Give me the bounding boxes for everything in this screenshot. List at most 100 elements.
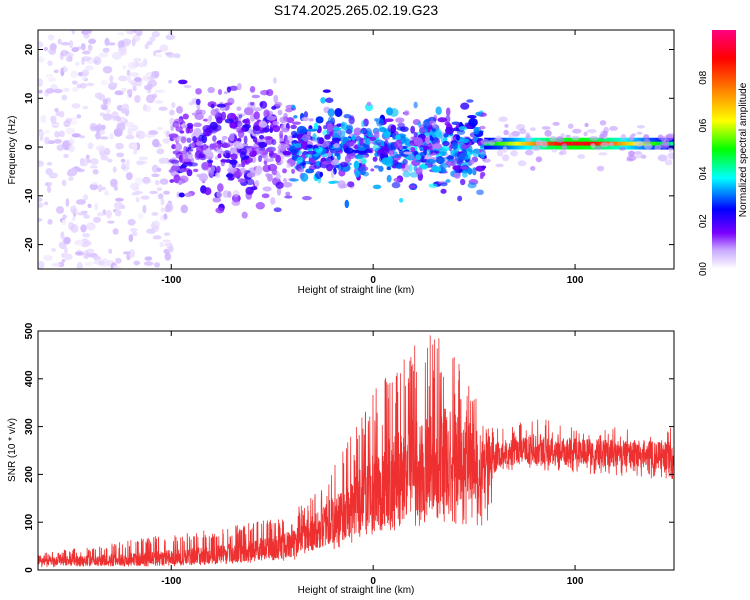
heat-blob [475, 111, 482, 117]
heat-blob [413, 101, 418, 109]
heat-blob [75, 199, 86, 205]
heat-blob [67, 138, 75, 145]
heat-blob [182, 158, 192, 163]
spectrogram-ylabel: Frequency (Hz) [7, 116, 18, 185]
halo-blob [549, 135, 558, 142]
heat-blob [95, 131, 101, 140]
heat-blob [47, 219, 53, 225]
heat-blob [51, 262, 62, 267]
band-core [626, 141, 629, 146]
halo-blob [555, 136, 565, 143]
heat-blob [473, 126, 480, 135]
heat-blob [366, 101, 372, 107]
heat-blob [281, 127, 290, 133]
band-core [582, 141, 585, 146]
heat-blob [156, 54, 163, 58]
heat-blob [456, 129, 466, 135]
heat-blob [364, 103, 374, 112]
heat-blob [357, 146, 367, 151]
halo-blob [517, 160, 527, 167]
heat-blob [249, 85, 256, 93]
heat-blob [93, 255, 102, 261]
band-core [617, 141, 620, 146]
halo-blob [643, 143, 653, 150]
heat-blob [85, 82, 95, 87]
halo-blob [608, 142, 614, 147]
colorbar-tick-label: 0.0 [698, 262, 709, 276]
heat-blob [402, 170, 411, 178]
heat-blob [87, 44, 93, 52]
halo-blob [503, 129, 509, 136]
heat-blob [359, 137, 364, 146]
heat-blob [424, 135, 431, 145]
heat-blob [236, 106, 242, 111]
heat-blob [43, 47, 48, 51]
heat-blob [164, 252, 172, 261]
heat-blob [50, 247, 57, 252]
heat-blob [133, 260, 141, 266]
heat-blob [93, 216, 101, 223]
heat-blob [48, 77, 57, 82]
heat-blob [217, 140, 221, 149]
heat-blob [220, 159, 228, 163]
heat-blob [68, 144, 75, 153]
halo-blob [636, 124, 646, 129]
heat-blob [453, 172, 461, 179]
heat-blob [269, 123, 275, 130]
heat-blob [127, 218, 136, 226]
band-core [523, 141, 526, 146]
halo-blob [635, 151, 643, 159]
band-core [667, 141, 670, 146]
heat-blob [151, 211, 159, 216]
heat-blob [153, 262, 161, 268]
spectrogram-frame [37, 29, 675, 270]
heat-blob [325, 97, 334, 103]
heat-blob [125, 134, 135, 140]
heat-blob [74, 239, 84, 246]
heat-blob [274, 101, 283, 107]
heat-blob [151, 173, 160, 178]
heat-blob [94, 202, 99, 211]
heat-blob [155, 49, 162, 53]
heat-blob [100, 79, 109, 86]
heat-blob [69, 116, 78, 126]
heat-blob [290, 124, 297, 130]
heat-blob [120, 163, 127, 170]
heat-blob [136, 130, 144, 135]
heat-blob [156, 187, 162, 192]
heat-blob [38, 89, 43, 94]
heat-blob [71, 103, 81, 109]
heat-blob [327, 151, 332, 157]
heat-blob [168, 30, 173, 36]
heat-blob [332, 127, 342, 131]
heat-blob [419, 146, 424, 151]
halo-blob [583, 131, 588, 137]
band-core [528, 141, 531, 146]
heat-blob [100, 103, 105, 110]
heat-blob [312, 133, 317, 141]
heat-blob [445, 179, 451, 183]
band-core [594, 141, 598, 146]
heat-blob [373, 131, 380, 139]
heat-blob [160, 207, 165, 213]
heat-blob [249, 150, 257, 157]
heat-blob [114, 209, 122, 217]
band-core [530, 141, 533, 146]
heat-blob [431, 166, 442, 173]
heat-blob [386, 107, 394, 116]
heat-blob [159, 178, 169, 185]
heat-blob [270, 197, 276, 205]
halo-blob [664, 159, 673, 166]
heat-blob [285, 107, 293, 113]
heat-blob [76, 212, 87, 216]
heat-blob [202, 143, 208, 151]
heat-blob [216, 103, 227, 108]
heat-blob [380, 146, 390, 155]
heat-blob [418, 164, 429, 169]
heat-blob [142, 204, 147, 214]
heat-blob [258, 141, 268, 148]
heat-blob [322, 148, 327, 153]
halo-blob [567, 123, 574, 129]
halo-blob [530, 166, 536, 171]
